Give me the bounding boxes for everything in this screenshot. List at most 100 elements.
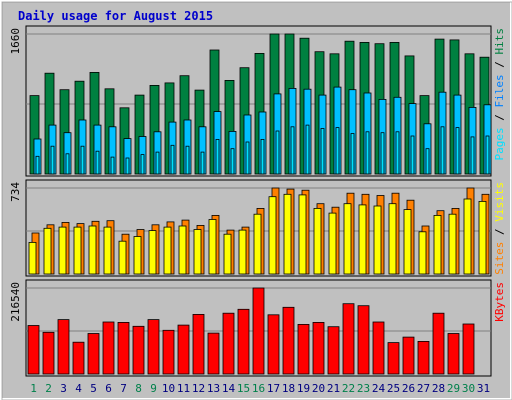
bar-visits-day-3 (58, 226, 67, 275)
x-tick-label-day-2: 2 (45, 382, 52, 395)
legend-entry-sites: Sites (493, 242, 506, 275)
bar-pages-day-31 (485, 135, 490, 175)
x-tick-label-day-16: 16 (252, 382, 265, 395)
legend-visits-sites: Sites / Visits (493, 182, 506, 275)
bar-pages-day-4 (80, 145, 85, 175)
x-tick-label-day-4: 4 (75, 382, 82, 395)
bar-pages-day-11 (185, 145, 190, 175)
bar-visits-day-18 (283, 193, 292, 275)
x-tick-label-day-13: 13 (207, 382, 220, 395)
bar-visits-day-7 (118, 240, 127, 275)
x-tick-label-day-5: 5 (90, 382, 97, 395)
bar-pages-day-10 (170, 144, 175, 175)
bar-visits-day-17 (268, 196, 277, 275)
legend-hits-files-pages: Pages / Files / Hits (493, 28, 506, 161)
x-tick-label-day-12: 12 (192, 382, 205, 395)
legend-entry-pages: Pages (493, 127, 506, 160)
bar-kbytes-day-8 (132, 325, 145, 375)
bar-visits-day-19 (298, 194, 307, 275)
bar-pages-day-29 (455, 127, 460, 175)
x-tick-label-day-3: 3 (60, 382, 67, 395)
x-tick-label-day-22: 22 (342, 382, 355, 395)
x-tick-label-day-8: 8 (135, 382, 142, 395)
bar-pages-day-18 (290, 126, 295, 175)
bar-pages-day-3 (65, 153, 70, 175)
bar-kbytes-day-23 (357, 305, 370, 375)
y-max-label: 1660 (9, 28, 22, 55)
bar-visits-day-16 (253, 213, 262, 275)
chart-title: Daily usage for August 2015 (18, 9, 213, 23)
bar-visits-day-15 (238, 229, 247, 275)
bar-pages-day-23 (365, 131, 370, 175)
panel-hits-files-pages: 1660 Pages / Files / Hits (9, 25, 506, 177)
bar-pages-day-21 (335, 127, 340, 175)
bar-kbytes-day-9 (147, 319, 160, 375)
x-tick-label-day-1: 1 (30, 382, 37, 395)
bar-pages-day-15 (245, 141, 250, 175)
x-tick-label-day-26: 26 (402, 382, 415, 395)
bar-pages-day-20 (320, 128, 325, 175)
bar-pages-day-1 (35, 155, 40, 175)
bar-visits-day-2 (43, 227, 52, 275)
x-tick-label-day-28: 28 (432, 382, 445, 395)
x-tick-label-day-29: 29 (447, 382, 460, 395)
x-tick-label-day-18: 18 (282, 382, 295, 395)
bar-pages-day-12 (200, 151, 205, 175)
bar-kbytes-day-27 (417, 340, 430, 375)
bar-visits-day-4 (73, 226, 82, 275)
x-tick-label-day-14: 14 (222, 382, 236, 395)
bar-visits-day-28 (433, 214, 442, 275)
bar-kbytes-day-18 (282, 306, 295, 375)
bar-kbytes-day-25 (387, 342, 400, 375)
bar-pages-day-2 (50, 145, 55, 175)
legend-entry-kbytes: KBytes (493, 282, 506, 322)
bar-kbytes-day-17 (267, 314, 280, 375)
bar-visits-day-1 (28, 241, 37, 275)
x-tick-label-day-6: 6 (105, 382, 112, 395)
bar-kbytes-day-1 (27, 325, 40, 375)
bar-kbytes-day-29 (447, 333, 460, 375)
bar-kbytes-day-6 (102, 321, 115, 375)
bar-pages-day-7 (125, 157, 130, 175)
x-tick-label-day-20: 20 (312, 382, 325, 395)
bar-visits-day-23 (358, 204, 367, 275)
x-tick-label-day-25: 25 (387, 382, 400, 395)
bar-pages-day-17 (275, 130, 280, 175)
bar-kbytes-day-24 (372, 321, 385, 375)
x-tick-label-day-15: 15 (237, 382, 250, 395)
bar-visits-day-11 (178, 225, 187, 275)
bar-visits-day-13 (208, 219, 217, 275)
bar-visits-day-12 (193, 229, 202, 275)
bar-visits-day-8 (133, 236, 142, 275)
bar-kbytes-day-3 (57, 319, 70, 375)
bar-kbytes-day-22 (342, 303, 355, 375)
bar-kbytes-day-30 (462, 323, 475, 375)
bar-kbytes-day-10 (162, 329, 175, 375)
bar-visits-day-25 (388, 203, 397, 275)
bar-kbytes-day-13 (207, 332, 220, 375)
legend-kbytes: KBytes (493, 282, 506, 322)
bar-kbytes-day-11 (177, 324, 190, 375)
bar-kbytes-day-14 (222, 312, 235, 375)
x-tick-label-day-27: 27 (417, 382, 430, 395)
day-labels-group: 1 2 3 4 5 6 7 8 9 10 11 12 13 14 15 16 17 18 19 20 21 22 23 24 2… (30, 382, 490, 395)
bar-kbytes-day-19 (297, 323, 310, 375)
bar-pages-day-24 (380, 132, 385, 175)
bar-pages-day-30 (470, 136, 475, 175)
bar-pages-day-16 (260, 138, 265, 175)
bar-kbytes-day-28 (432, 312, 445, 375)
bar-kbytes-day-20 (312, 321, 325, 375)
x-tick-label-day-31: 31 (477, 382, 490, 395)
bar-pages-day-26 (410, 135, 415, 175)
legend-entry-files: Files (493, 74, 506, 107)
legend-separator: / (493, 108, 506, 128)
bar-kbytes-day-2 (42, 331, 55, 375)
bar-visits-day-9 (148, 230, 157, 275)
x-tick-label-day-9: 9 (150, 382, 157, 395)
x-tick-label-day-10: 10 (162, 382, 175, 395)
bar-pages-day-8 (140, 154, 145, 175)
x-tick-label-day-17: 17 (267, 382, 280, 395)
